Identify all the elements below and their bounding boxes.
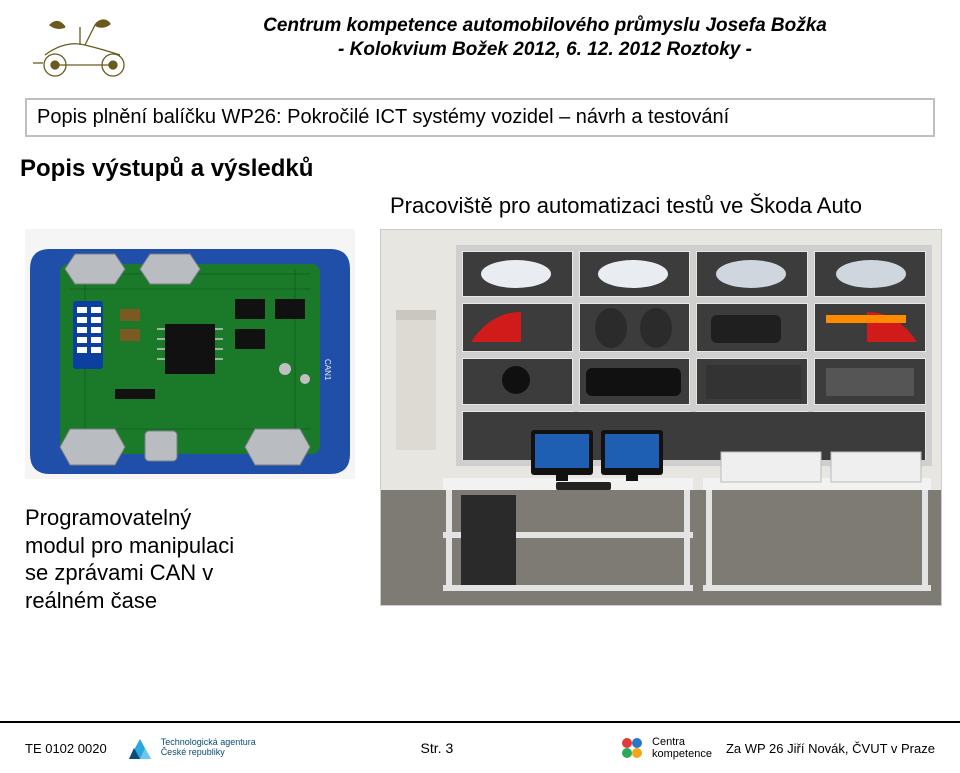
- ck-line1: Centra: [652, 736, 712, 748]
- section-heading: Popis výstupů a výsledků: [20, 155, 960, 183]
- ta-logo-text: Technologická agentura České republiky: [161, 738, 256, 758]
- slide-header: Centrum kompetence automobilového průmys…: [0, 0, 960, 90]
- ck-logo-text: Centra kompetence: [652, 736, 712, 760]
- pcb-caption-line3: se zprávami CAN v: [25, 559, 355, 587]
- pcb-caption-line2: modul pro manipulaci: [25, 532, 355, 560]
- pcb-caption-line4: reálném čase: [25, 587, 355, 615]
- pcb-column: CAN1 Programovatelný modul pro manipulac…: [25, 229, 355, 614]
- slide-footer: TE 0102 0020 Technologická agentura Česk…: [0, 721, 960, 763]
- footer-left: TE 0102 0020 Technologická agentura Česk…: [25, 733, 256, 763]
- pcb-caption: Programovatelný modul pro manipulaci se …: [25, 504, 355, 614]
- pcb-image: CAN1: [25, 229, 355, 479]
- lab-caption: Pracoviště pro automatizaci testů ve Ško…: [390, 193, 960, 219]
- footer-right: Centra kompetence Za WP 26 Jiří Novák, Č…: [618, 734, 935, 762]
- footer-code: TE 0102 0020: [25, 741, 107, 756]
- lab-column: [380, 229, 942, 606]
- header-title-block: Centrum kompetence automobilového průmys…: [150, 10, 940, 61]
- subtitle-box: Popis plnění balíčku WP26: Pokročilé ICT…: [25, 98, 935, 137]
- footer-credit: Za WP 26 Jiří Novák, ČVUT v Praze: [726, 741, 935, 756]
- ck-logo: Centra kompetence: [618, 734, 712, 762]
- subtitle-text: Popis plnění balíčku WP26: Pokročilé ICT…: [37, 106, 729, 128]
- lab-image: [380, 229, 942, 606]
- header-title-line2: - Kolokvium Božek 2012, 6. 12. 2012 Rozt…: [150, 39, 940, 61]
- content-row: CAN1 Programovatelný modul pro manipulac…: [0, 229, 960, 614]
- pcb-caption-line1: Programovatelný: [25, 504, 355, 532]
- header-title-line1: Centrum kompetence automobilového průmys…: [150, 15, 940, 37]
- ck-line2: kompetence: [652, 748, 712, 760]
- ta-line2: České republiky: [161, 748, 256, 758]
- svg-text:CAN1: CAN1: [323, 359, 332, 381]
- carriage-logo: [20, 10, 150, 85]
- ta-logo: Technologická agentura České republiky: [125, 733, 256, 763]
- footer-page: Str. 3: [421, 740, 454, 756]
